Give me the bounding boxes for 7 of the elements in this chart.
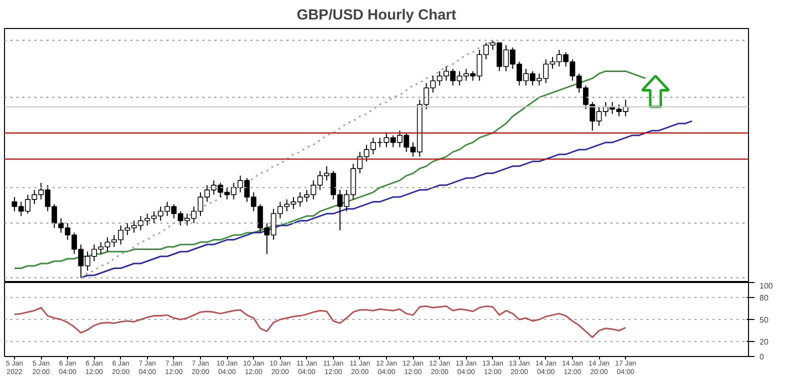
y-tick-label: 0 xyxy=(760,352,764,362)
y-tick-label: 80 xyxy=(760,293,769,302)
line-series xyxy=(14,305,626,338)
chart-title: GBP/USD Hourly Chart xyxy=(296,8,456,24)
y-tick-label: 50 xyxy=(760,316,769,324)
y-tick-label: 20 xyxy=(760,338,769,347)
y-tick-label: 100 xyxy=(760,282,774,290)
